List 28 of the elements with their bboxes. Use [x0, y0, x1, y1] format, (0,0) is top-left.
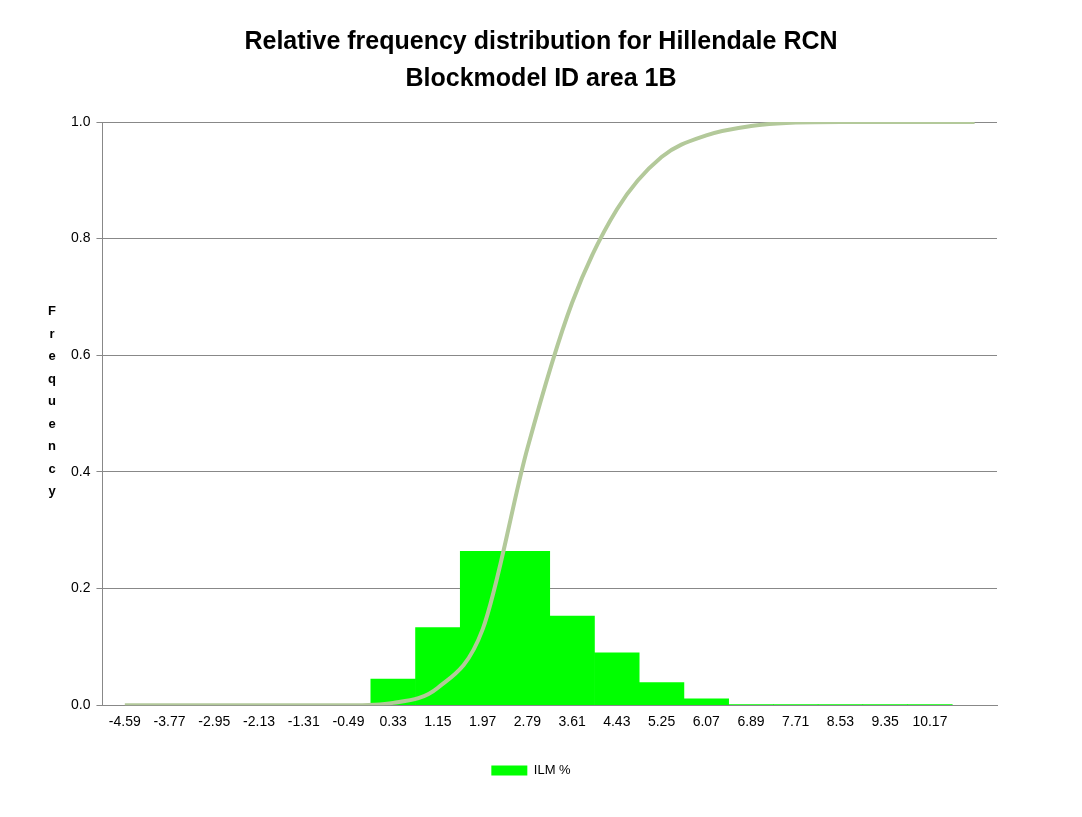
y-tick-label: 0.2 [70, 579, 91, 596]
y-tick-label: 1.0 [70, 112, 91, 129]
y-tick-label: 0.6 [70, 346, 91, 363]
x-tick-label: -3.77 [153, 713, 186, 730]
x-tick-label: 5.25 [647, 713, 676, 730]
x-tick-label: -0.49 [332, 713, 365, 730]
x-tick-label: 3.61 [558, 713, 586, 730]
x-tick-label: -4.59 [108, 713, 141, 730]
text: Frequency [48, 303, 56, 498]
x-tick-label: 6.07 [692, 713, 721, 730]
x-tick-label: 0.33 [379, 713, 408, 730]
y-tick-label: 0.0 [70, 696, 91, 713]
x-tick-label: 1.15 [424, 713, 452, 730]
x-tick-label: 6.89 [737, 713, 765, 730]
legend-label: ILM % [533, 762, 572, 778]
x-tick-label: 1.97 [469, 713, 497, 730]
x-tick-label: -2.95 [198, 713, 231, 730]
x-tick-label: 4.43 [603, 713, 631, 730]
x-tick-label: -1.31 [287, 713, 320, 730]
x-tick-label: 8.53 [826, 713, 855, 730]
x-tick-label: 7.71 [782, 713, 810, 730]
x-tick-label: 10.17 [912, 713, 948, 730]
x-tick-label: -2.13 [243, 713, 276, 730]
y-tick-label: 0.8 [70, 229, 91, 246]
y-tick-label: 0.4 [70, 462, 91, 479]
chart-title: Relative frequency distribution for Hillendale RCN Blockmodel ID area 1B [243, 25, 839, 93]
x-tick-label: 2.79 [513, 713, 542, 730]
x-tick-label: 9.35 [871, 713, 900, 730]
